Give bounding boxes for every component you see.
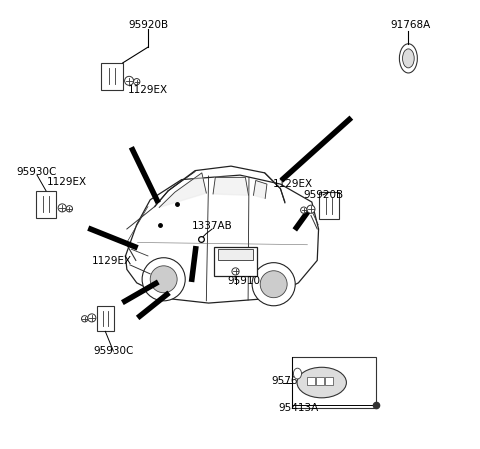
Text: 1129EX: 1129EX	[47, 177, 87, 187]
Text: 1129EX: 1129EX	[128, 85, 168, 95]
Text: 91768A: 91768A	[391, 20, 431, 30]
Circle shape	[307, 205, 315, 213]
Ellipse shape	[403, 49, 414, 68]
Bar	[292, 357, 376, 408]
Bar	[319, 192, 339, 219]
Circle shape	[260, 271, 287, 298]
Text: 1337AB: 1337AB	[192, 221, 232, 231]
Circle shape	[252, 263, 295, 306]
Ellipse shape	[399, 44, 417, 73]
Bar	[325, 377, 334, 385]
Text: 95413A: 95413A	[278, 403, 318, 413]
Circle shape	[82, 316, 88, 322]
Bar	[218, 250, 253, 260]
Bar	[214, 247, 257, 276]
Text: 95930C: 95930C	[93, 346, 133, 356]
Polygon shape	[213, 177, 249, 195]
Text: 95910: 95910	[227, 276, 260, 286]
Text: 1129EX: 1129EX	[92, 256, 132, 266]
Polygon shape	[159, 173, 206, 207]
Text: 95930C: 95930C	[17, 167, 57, 176]
Circle shape	[300, 207, 307, 213]
Text: 1129EX: 1129EX	[273, 179, 313, 189]
Circle shape	[142, 258, 185, 301]
Circle shape	[58, 204, 66, 212]
Ellipse shape	[297, 367, 347, 398]
Text: 95760: 95760	[271, 376, 304, 386]
Bar	[316, 377, 324, 385]
Circle shape	[88, 314, 96, 322]
Circle shape	[66, 206, 72, 212]
Circle shape	[125, 76, 133, 85]
Text: 95920B: 95920B	[303, 190, 343, 200]
Bar	[36, 191, 56, 218]
Circle shape	[232, 268, 239, 275]
Polygon shape	[253, 180, 267, 198]
Ellipse shape	[293, 368, 301, 379]
Bar	[97, 307, 114, 331]
Bar	[101, 63, 123, 90]
Text: 95920B: 95920B	[128, 20, 168, 30]
Circle shape	[133, 79, 140, 85]
Bar	[307, 377, 315, 385]
Circle shape	[150, 266, 177, 293]
